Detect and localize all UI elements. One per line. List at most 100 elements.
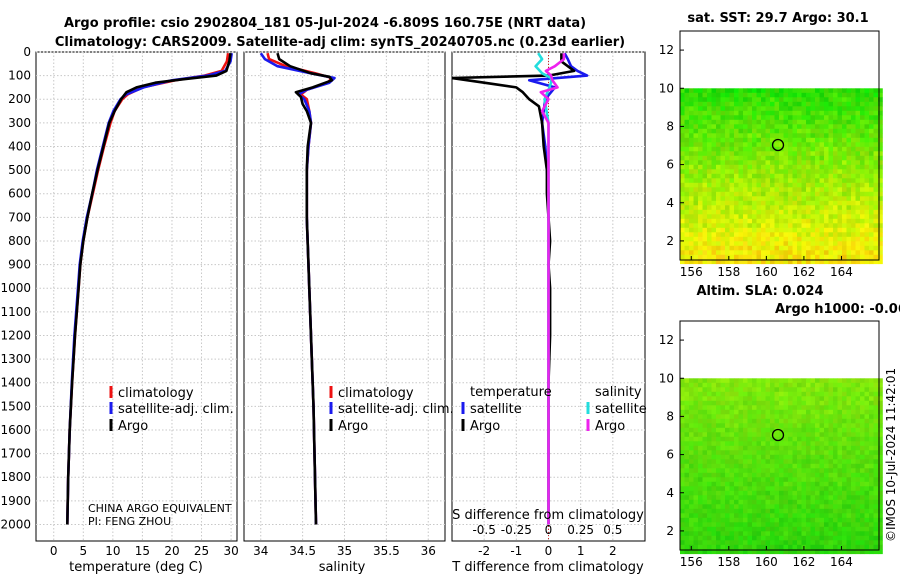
salinity-difference-tick-label: 0.25 xyxy=(567,523,594,537)
heatmap-cell xyxy=(716,169,721,175)
heatmap-cell xyxy=(698,508,703,514)
heatmap-cell xyxy=(770,128,775,134)
heatmap-cell xyxy=(756,441,762,447)
heatmap-cell xyxy=(693,169,699,175)
heatmap-cell xyxy=(864,400,870,406)
heatmap-cell xyxy=(761,382,766,388)
heatmap-cell xyxy=(810,432,816,438)
heatmap-cell xyxy=(734,400,739,406)
heatmap-cell xyxy=(725,232,730,238)
heatmap-cell xyxy=(698,200,703,206)
heatmap-cell xyxy=(711,218,717,224)
heatmap-cell xyxy=(837,124,843,130)
heatmap-cell xyxy=(734,259,739,265)
heatmap-cell xyxy=(851,382,856,388)
heatmap-cell xyxy=(792,119,798,125)
heatmap-cell xyxy=(837,218,843,224)
heatmap-cell xyxy=(824,382,829,388)
heatmap-cell xyxy=(684,164,690,170)
heatmap-cell xyxy=(734,97,739,103)
heatmap-cell xyxy=(810,382,816,388)
heatmap-cell xyxy=(828,387,834,393)
heatmap-cell xyxy=(842,92,847,98)
heatmap-cell xyxy=(837,513,843,519)
heatmap-cell xyxy=(689,391,694,397)
heatmap-cell xyxy=(855,549,861,555)
heatmap-cell xyxy=(729,405,735,411)
heatmap-cell xyxy=(756,477,762,483)
heatmap-cell xyxy=(707,391,712,397)
heatmap-cell xyxy=(855,531,861,537)
heatmap-cell xyxy=(770,477,775,483)
heatmap-cell xyxy=(684,137,690,143)
heatmap-cell xyxy=(729,191,735,197)
heatmap-cell xyxy=(828,382,834,388)
heatmap-cell xyxy=(770,396,775,402)
heatmap-cell xyxy=(837,418,843,424)
heatmap-cell xyxy=(684,169,690,175)
heatmap-cell xyxy=(707,209,712,215)
heatmap-cell xyxy=(851,232,856,238)
heatmap-cell xyxy=(819,227,825,233)
heatmap-cell xyxy=(716,200,721,206)
heatmap-cell xyxy=(720,254,726,260)
heatmap-cell xyxy=(689,119,694,125)
heatmap-cell xyxy=(693,450,699,456)
heatmap-cell xyxy=(797,155,802,161)
heatmap-cell xyxy=(833,436,838,442)
heatmap-cell xyxy=(725,115,730,121)
heatmap-cell xyxy=(864,490,870,496)
heatmap-cell xyxy=(873,106,879,112)
heatmap-cell xyxy=(716,155,721,161)
heatmap-cell xyxy=(828,245,834,251)
heatmap-cell xyxy=(765,209,771,215)
heatmap-cell xyxy=(702,196,708,202)
heatmap-cell xyxy=(689,110,694,116)
heatmap-cell xyxy=(765,182,771,188)
heatmap-cell xyxy=(810,423,816,429)
heatmap-cell xyxy=(783,477,789,483)
heatmap-cell xyxy=(716,526,721,532)
map-x-tick-label: 156 xyxy=(680,555,703,569)
heatmap-cell xyxy=(761,387,766,393)
heatmap-cell xyxy=(833,214,838,220)
heatmap-cell xyxy=(689,513,694,519)
heatmap-cell xyxy=(747,160,753,166)
heatmap-cell xyxy=(783,151,789,157)
heatmap-cell xyxy=(680,436,685,442)
heatmap-cell xyxy=(855,463,861,469)
difference-panel: -2 -1 0 1 2 -0.5 -0.25 0 0.25 0.5 S difference f… xyxy=(451,51,647,575)
heatmap-cell xyxy=(864,526,870,532)
heatmap-cell xyxy=(792,115,798,121)
heatmap-cell xyxy=(725,124,730,130)
heatmap-cell xyxy=(797,97,802,103)
heatmap-cell xyxy=(716,535,721,541)
heatmap-cell xyxy=(869,205,874,211)
heatmap-cell xyxy=(851,540,856,546)
heatmap-cell xyxy=(738,472,744,478)
heatmap-cell xyxy=(693,92,699,98)
heatmap-cell xyxy=(810,418,816,424)
heatmap-cell xyxy=(747,499,753,505)
heatmap-cell xyxy=(716,115,721,121)
heatmap-cell xyxy=(873,169,879,175)
heatmap-cell xyxy=(806,378,811,384)
heatmap-cell xyxy=(770,436,775,442)
heatmap-cell xyxy=(873,535,879,541)
heatmap-cell xyxy=(846,477,852,483)
heatmap-cell xyxy=(698,164,703,170)
heatmap-cell xyxy=(783,97,789,103)
heatmap-cell xyxy=(716,106,721,112)
depth-tick-label: 800 xyxy=(8,234,31,248)
legend-label-temp-satellite: satellite xyxy=(470,402,522,417)
heatmap-cell xyxy=(815,92,820,98)
heatmap-cell xyxy=(869,436,874,442)
heatmap-cell xyxy=(797,106,802,112)
heatmap-cell xyxy=(738,549,744,555)
legend-label-temp-argo: Argo xyxy=(470,419,500,434)
heatmap-cell xyxy=(797,214,802,220)
x-tick-label: 2 xyxy=(609,544,617,558)
heatmap-cell xyxy=(801,504,807,510)
heatmap-cell xyxy=(851,92,856,98)
heatmap-cell xyxy=(765,409,771,415)
